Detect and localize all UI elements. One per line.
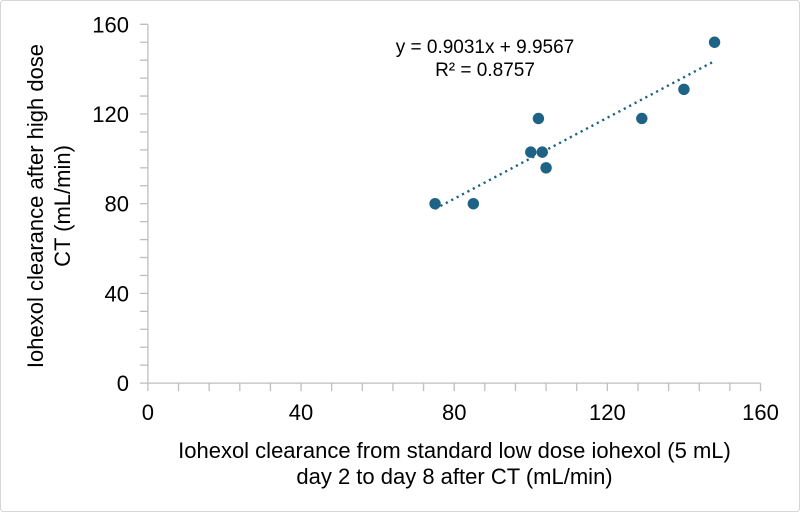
x-axis-title: Iohexol clearance from standard low dose… [148,438,761,490]
trendline-annotation: y = 0.9031x + 9.9567 R² = 0.8757 [335,36,635,82]
data-point [532,112,545,125]
trendline [434,59,716,210]
y-tick-label: 0 [117,371,129,396]
data-point [636,112,648,125]
x-axis-title-line2: day 2 to day 8 after CT (mL/min) [296,464,613,489]
y-axis-title-line2: CT (mL/min) [50,145,75,267]
data-point [540,162,552,174]
y-tick-label: 120 [92,102,129,127]
x-tick-label: 120 [589,400,626,425]
data-point [708,36,721,48]
data-point [429,198,441,210]
trendline-r-squared: R² = 0.8757 [435,60,535,81]
y-axis-title: Iohexol clearance after high dose CT (mL… [22,21,76,391]
data-point [525,146,537,158]
data-point [678,83,690,96]
y-tick-label: 160 [92,12,129,37]
data-point [536,146,548,158]
trendline-equation: y = 0.9031x + 9.9567 [395,37,575,58]
y-axis-title-line1: Iohexol clearance after high dose [23,43,48,369]
x-tick-label: 160 [742,400,779,425]
y-tick-label: 80 [105,192,129,217]
y-tick-label: 40 [105,281,129,306]
data-point [467,198,480,210]
x-tick-label: 80 [442,400,466,425]
x-tick-label: 40 [289,400,313,425]
x-axis-title-line1: Iohexol clearance from standard low dose… [178,438,731,463]
x-tick-label: 0 [142,400,154,425]
